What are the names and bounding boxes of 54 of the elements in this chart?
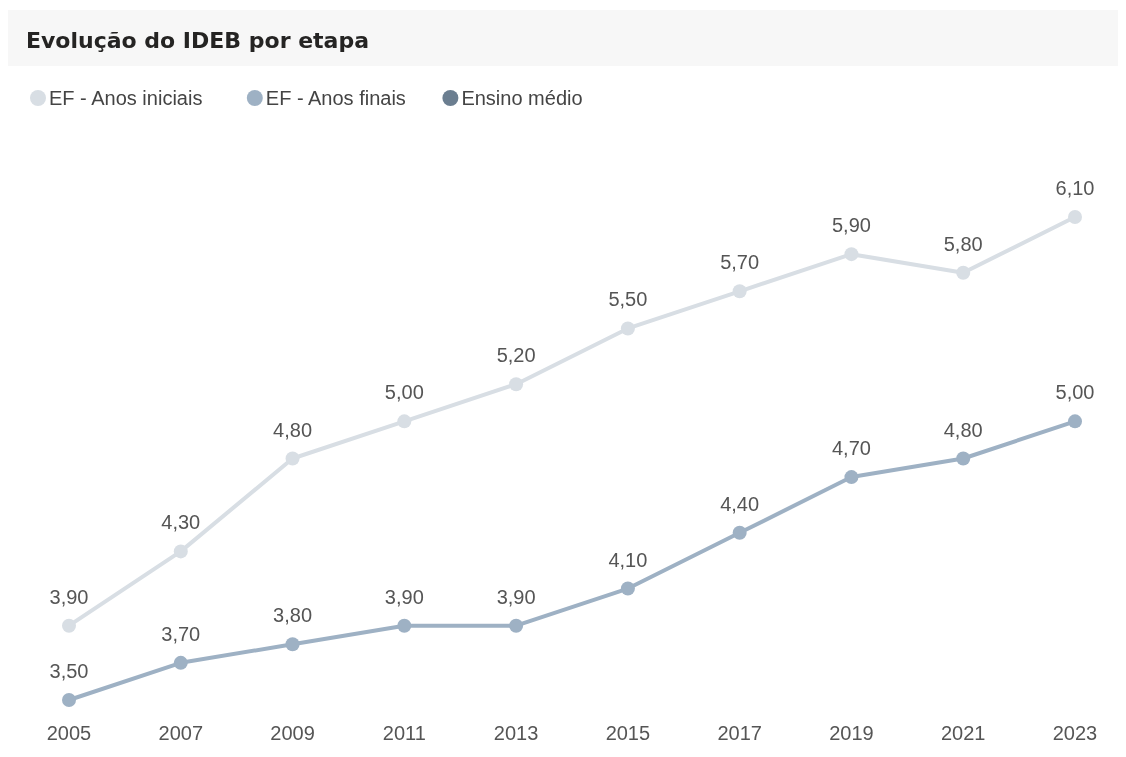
x-tick-label: 2009 [270, 722, 315, 744]
data-label: 3,70 [161, 622, 201, 645]
point [844, 247, 859, 262]
data-label: 4,70 [831, 437, 871, 460]
data-label: 3,50 [49, 660, 89, 682]
x-tick-label: 2017 [717, 722, 762, 744]
data-label: 4,80 [273, 418, 313, 441]
legend-label: Ensino médio [461, 87, 583, 109]
point [509, 618, 524, 633]
data-label: 4,80 [943, 418, 983, 441]
data-label: 4,10 [608, 548, 648, 571]
x-tick-label: 2015 [605, 722, 651, 744]
point [62, 618, 76, 633]
point [620, 321, 635, 336]
data-label: 5,70 [720, 251, 760, 274]
point [956, 451, 971, 466]
data-label: 5,20 [496, 344, 536, 367]
point [285, 637, 300, 652]
x-tick-label: 2019 [829, 722, 874, 744]
data-label: 5,00 [1055, 381, 1095, 404]
point [173, 655, 188, 670]
legend-label: EF - Anos finais [265, 87, 406, 109]
data-label: 3,90 [384, 585, 424, 608]
point [62, 693, 76, 707]
x-tick-label: 2007 [158, 722, 204, 744]
point [732, 284, 747, 299]
data-label: 3,90 [49, 585, 89, 608]
point [397, 618, 412, 633]
point [732, 525, 747, 540]
data-label: 5,90 [831, 214, 871, 237]
point [173, 544, 188, 559]
x-tick-label: 2021 [940, 722, 986, 744]
data-label: 4,30 [161, 511, 201, 534]
data-label: 3,90 [496, 585, 536, 608]
point [397, 414, 412, 429]
point [285, 451, 300, 466]
point [509, 377, 524, 392]
data-label: 5,00 [384, 381, 424, 404]
data-label: 5,80 [943, 232, 983, 255]
point [956, 265, 971, 280]
point [1068, 210, 1082, 224]
data-label: 4,40 [720, 492, 760, 515]
x-tick-label: 2011 [382, 722, 426, 744]
x-tick-label: 2013 [493, 722, 539, 744]
point [620, 581, 635, 596]
chart-title: Evolução do IDEB por etapa [26, 28, 370, 53]
point [844, 470, 859, 485]
x-tick-label: 2023 [1052, 722, 1098, 744]
data-label: 5,50 [608, 288, 648, 311]
data-label: 6,10 [1055, 177, 1095, 199]
x-tick-label: 2005 [46, 722, 92, 744]
data-label: 3,80 [273, 604, 313, 627]
point [1068, 414, 1082, 429]
legend-label: EF - Anos iniciais [49, 87, 203, 109]
